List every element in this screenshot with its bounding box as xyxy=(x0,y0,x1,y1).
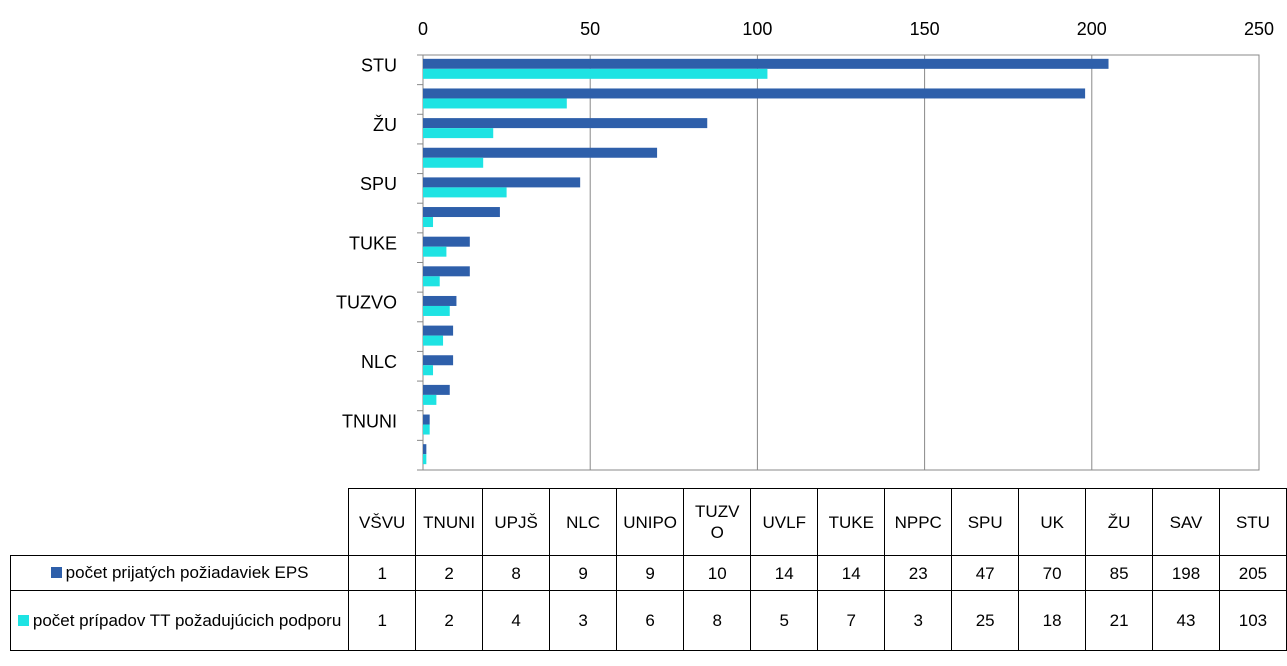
value-cell: 23 xyxy=(884,555,953,591)
value-cell: 47 xyxy=(951,555,1020,591)
value-cell: 43 xyxy=(1152,590,1220,651)
bar xyxy=(423,128,494,139)
y-tick-label: ŽU xyxy=(373,115,397,135)
legend-cell: počet prijatých požiadaviek EPS xyxy=(9,555,350,591)
series-row: počet prípadov TT požadujúcich podporu 1 2… xyxy=(9,590,1287,651)
legend-cell: počet prípadov TT požadujúcich podporu xyxy=(9,590,350,651)
bar xyxy=(423,147,658,158)
x-tick-label: 0 xyxy=(418,19,428,39)
bar xyxy=(423,394,437,405)
category-cell: NPPC xyxy=(884,488,953,556)
series-row: počet prijatých požiadaviek EPS 1 2 8 9 9 10 14… xyxy=(9,555,1287,591)
bar xyxy=(423,187,507,198)
bar xyxy=(423,266,470,277)
bar xyxy=(423,276,440,287)
value-cell: 14 xyxy=(750,555,819,591)
legend-swatch xyxy=(50,567,62,578)
plot-frame xyxy=(422,54,1260,471)
value-cell: 14 xyxy=(817,555,886,591)
value-cell: 205 xyxy=(1218,555,1287,591)
value-cell: 1 xyxy=(348,555,417,591)
value-cell: 18 xyxy=(1018,590,1087,651)
data-table: VŠVU TNUNI UPJŠ NLC UNIPO TUZVO UVLF TUKE NPPC SP… xyxy=(9,488,1287,651)
value-cell: 3 xyxy=(549,590,618,651)
value-cell: 1 xyxy=(348,590,417,651)
bar xyxy=(423,207,500,218)
category-cell: ŽU xyxy=(1085,488,1154,556)
y-tick-label: TUZVO xyxy=(336,293,397,313)
header-row: VŠVU TNUNI UPJŠ NLC UNIPO TUZVO UVLF TUKE NPPC SP… xyxy=(10,488,1287,556)
legend-label: počet prijatých požiadaviek EPS xyxy=(65,563,309,582)
x-tick-label: 200 xyxy=(1077,19,1107,39)
bar xyxy=(423,88,1086,99)
value-cell: 5 xyxy=(750,590,819,651)
y-tick-label: STU xyxy=(361,56,397,76)
bar xyxy=(423,424,430,435)
bar xyxy=(423,384,450,395)
category-cell: STU xyxy=(1218,488,1287,556)
value-cell: 9 xyxy=(616,555,685,591)
category-cell: SPU xyxy=(951,488,1020,556)
category-cell: NLC xyxy=(549,488,618,556)
category-cell: TUZVO xyxy=(683,488,752,556)
y-tick-label: TNUNI xyxy=(342,411,397,431)
category-cell: UPJŠ xyxy=(482,488,551,556)
bar xyxy=(423,355,454,366)
value-cell: 8 xyxy=(683,590,752,651)
x-tick-label: 100 xyxy=(742,19,772,39)
value-cell: 9 xyxy=(549,555,618,591)
bar xyxy=(423,454,427,465)
value-cell: 2 xyxy=(415,555,484,591)
category-cell: UVLF xyxy=(750,488,819,556)
y-tick-label: NLC xyxy=(361,352,397,372)
bar xyxy=(423,157,484,168)
category-cell: UNIPO xyxy=(616,488,685,556)
chart: 0 50 100 150 200 250 TNUNI NLC TUZVO TUKE SPU ŽU STU xyxy=(336,19,1274,471)
bar xyxy=(423,365,434,376)
bar xyxy=(423,444,427,455)
x-tick-label: 150 xyxy=(910,19,940,39)
bar xyxy=(423,305,450,316)
category-cell: VŠVU xyxy=(348,488,417,556)
bar xyxy=(423,335,444,346)
value-cell: 8 xyxy=(482,555,551,591)
bar xyxy=(423,217,434,228)
bar xyxy=(423,98,567,109)
legend-swatch xyxy=(17,614,29,626)
bar xyxy=(423,414,430,425)
value-cell: 7 xyxy=(817,590,886,651)
blank-cell xyxy=(10,488,349,556)
bar xyxy=(423,177,581,188)
y-tick-label: SPU xyxy=(360,174,397,194)
value-cell: 3 xyxy=(884,590,953,651)
bar xyxy=(423,68,768,79)
bar xyxy=(423,236,470,247)
value-cell: 4 xyxy=(482,590,551,651)
value-cell: 70 xyxy=(1018,555,1087,591)
value-cell: 85 xyxy=(1085,555,1154,591)
value-cell: 25 xyxy=(951,590,1020,651)
value-cell: 2 xyxy=(415,590,484,651)
x-tick-label: 250 xyxy=(1244,19,1274,39)
bar xyxy=(423,58,1109,69)
y-tick-label: TUKE xyxy=(349,233,397,253)
value-cell: 103 xyxy=(1218,590,1287,651)
value-cell: 21 xyxy=(1085,590,1154,651)
category-cell: SAV xyxy=(1152,488,1220,556)
bar xyxy=(423,118,708,129)
value-cell: 6 xyxy=(616,590,685,651)
value-cell: 10 xyxy=(683,555,752,591)
value-cell: 198 xyxy=(1152,555,1220,591)
category-cell: TNUNI xyxy=(415,488,484,556)
category-cell: TUKE xyxy=(817,488,886,556)
bar xyxy=(423,325,454,336)
x-tick-label: 50 xyxy=(580,19,600,39)
bar xyxy=(423,246,447,257)
category-cell: UK xyxy=(1018,488,1087,556)
legend-label: počet prípadov TT požadujúcich podporu xyxy=(32,610,342,630)
bar xyxy=(423,295,457,306)
